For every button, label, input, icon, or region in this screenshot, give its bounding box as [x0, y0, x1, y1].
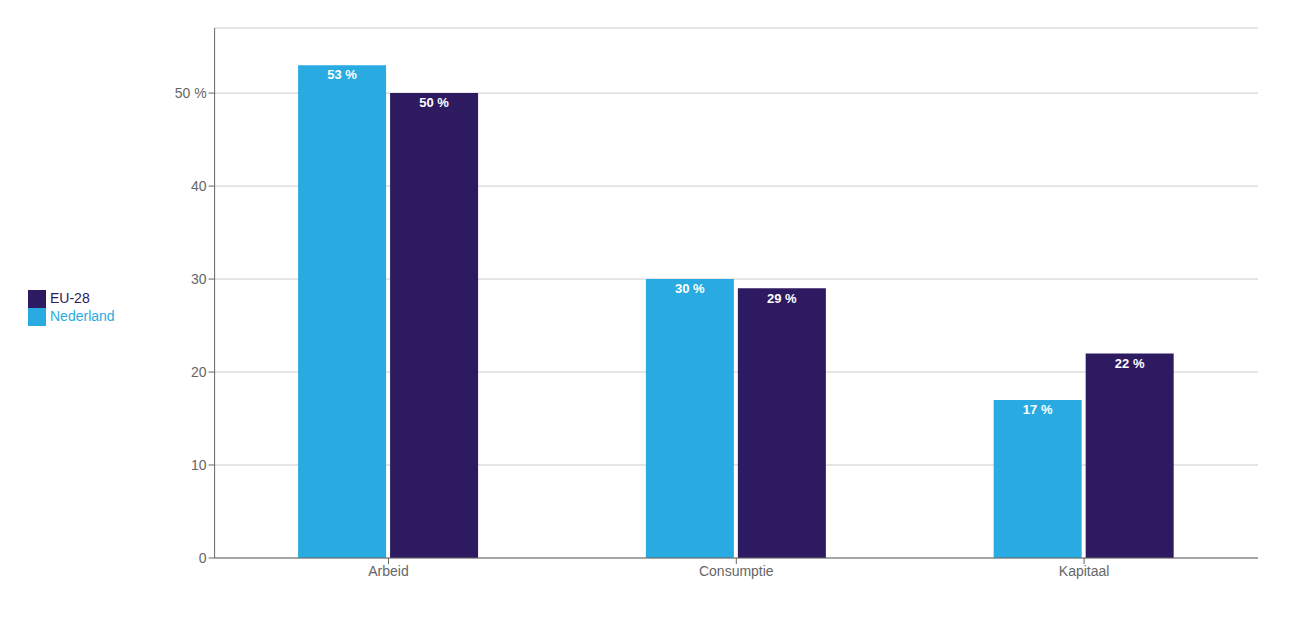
svg-text:17 %: 17 %	[1023, 402, 1053, 417]
svg-text:50 %: 50 %	[419, 95, 449, 110]
html-text:EU-28: EU-28	[50, 289, 90, 306]
svg-text:30: 30	[191, 271, 207, 287]
svg-text:50 %: 50 %	[175, 85, 207, 101]
svg-text:22 %: 22 %	[1115, 356, 1145, 371]
html-text:Nederland: Nederland	[50, 308, 115, 324]
svg-text:30 %: 30 %	[675, 281, 705, 296]
svg-text:10: 10	[191, 457, 207, 473]
svg-text:53 %: 53 %	[327, 67, 357, 82]
svg-text:Arbeid: Arbeid	[368, 563, 408, 579]
svg-text:20: 20	[191, 364, 207, 380]
svg-text:29 %: 29 %	[767, 291, 797, 306]
svg-text:0: 0	[199, 550, 207, 566]
svg-text:Kapitaal: Kapitaal	[1059, 563, 1110, 579]
svg-text:40: 40	[191, 178, 207, 194]
svg-text:Consumptie: Consumptie	[699, 563, 774, 579]
